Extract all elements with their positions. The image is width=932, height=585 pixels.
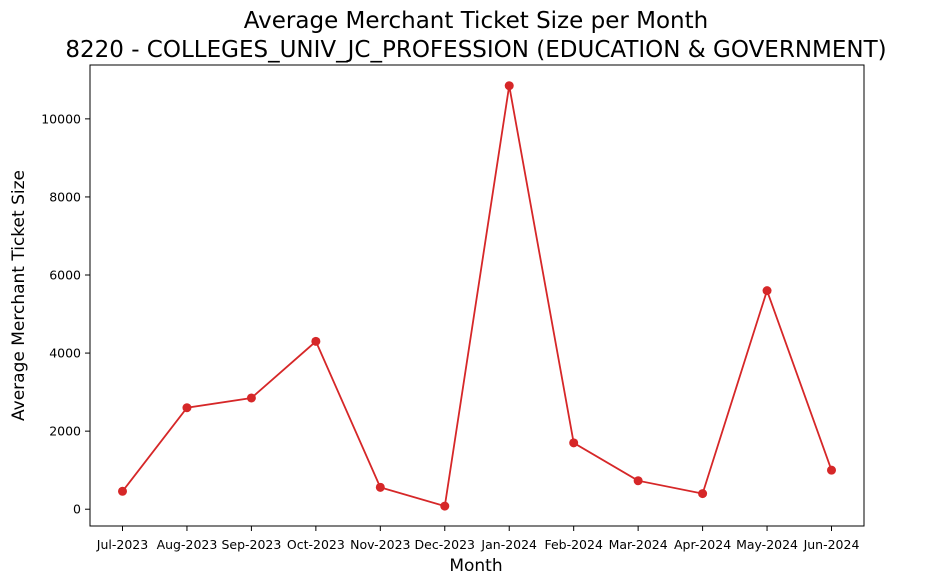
y-tick-label: 8000: [49, 189, 81, 204]
x-tick-label: May-2024: [736, 537, 798, 552]
x-axis-label: Month: [449, 556, 502, 576]
x-tick-label: Dec-2023: [415, 537, 476, 552]
x-tick-label: Jun-2024: [803, 537, 860, 552]
data-point: [311, 336, 321, 346]
chart-title: Average Merchant Ticket Size per Month: [244, 8, 708, 34]
x-tick-label: Oct-2023: [287, 537, 345, 552]
data-point: [504, 81, 514, 91]
y-axis: 0 2000 4000 6000 8000 10000: [41, 111, 90, 517]
x-tick-label: Feb-2024: [544, 537, 603, 552]
x-tick-label: Nov-2023: [350, 537, 410, 552]
series-layer: [118, 81, 836, 511]
series-line: [121, 85, 833, 508]
data-point: [440, 501, 450, 511]
chart-subtitle: 8220 - COLLEGES_UNIV_JC_PROFESSION (EDUC…: [65, 37, 886, 63]
x-axis: Jul-2023 Aug-2023 Sep-2023 Oct-2023 Nov-2023…: [96, 526, 860, 552]
x-tick-label: Jan-2024: [480, 537, 537, 552]
y-tick-label: 2000: [49, 424, 81, 439]
x-tick-label: Mar-2024: [609, 537, 668, 552]
y-tick-label: 0: [73, 502, 81, 517]
x-tick-label: Sep-2023: [221, 537, 281, 552]
data-point: [246, 393, 256, 403]
x-tick-label: Aug-2023: [157, 537, 218, 552]
x-tick-label: Jul-2023: [96, 537, 148, 552]
data-point: [698, 489, 708, 499]
data-point: [633, 476, 643, 486]
y-tick-label: 10000: [41, 111, 81, 126]
y-axis-label: Average Merchant Ticket Size: [9, 170, 29, 421]
data-point: [182, 403, 192, 413]
plot-area: [89, 64, 865, 527]
y-tick-label: 6000: [49, 268, 81, 283]
data-point: [118, 486, 127, 496]
data-point: [375, 482, 385, 492]
data-point: [827, 465, 836, 475]
data-point: [569, 438, 579, 448]
data-point: [762, 286, 772, 296]
x-tick-label: Apr-2024: [674, 537, 731, 552]
y-tick-label: 4000: [49, 346, 81, 361]
